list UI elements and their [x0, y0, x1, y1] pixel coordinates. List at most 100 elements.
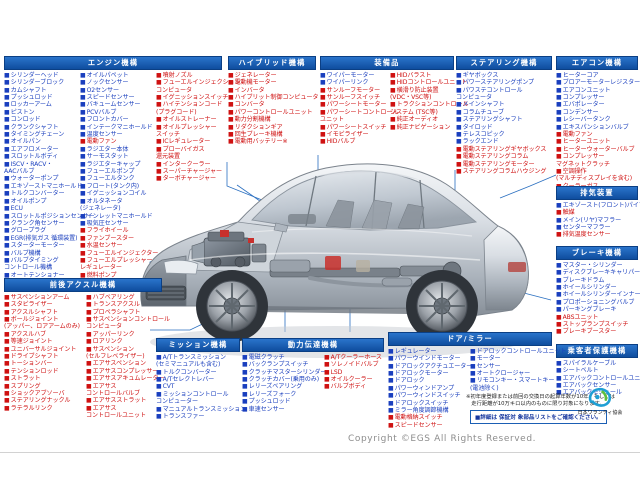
part-label: サスペンションアーム: [10, 293, 70, 301]
part-list-item: ■パワーシートスイッチ: [320, 124, 387, 131]
square-bullet-icon: ■: [4, 123, 10, 131]
part-label: センターマフラー: [562, 224, 611, 231]
part-list-item: ■ラックエンド: [456, 138, 552, 145]
square-bullet-icon: ■: [156, 368, 162, 376]
part-label: アクスルハブ: [10, 330, 47, 338]
part-list-item: ■ターボチャージャー: [156, 175, 222, 182]
part-list-item: (電池除く): [470, 385, 554, 392]
panel-brake: ブレーキ機構 ■マスター・シリンダー ■ディスクブレーキキャリパー ■ブレーキドラム…: [556, 246, 640, 336]
part-list-item: ■HIDバルブ: [320, 138, 386, 145]
part-label: パワーシートモーター: [326, 101, 387, 109]
square-bullet-icon: ■: [320, 101, 326, 109]
parts-list-link-button[interactable]: ■詳細は 保証対 象部品リストをご確認ください。: [470, 410, 607, 424]
part-label: フロート(タンク内): [86, 182, 140, 190]
square-bullet-icon: ■: [456, 131, 462, 139]
square-bullet-icon: ■: [556, 367, 562, 375]
square-bullet-icon: ■: [80, 242, 86, 250]
part-label: スパイラルケーブル: [562, 359, 617, 367]
part-label: レギュレーター: [394, 347, 437, 355]
part-label: 横滑り防止装置: [396, 86, 439, 94]
part-label: エアサスアキュムレーター: [92, 375, 165, 383]
part-label: オイルプレッシャー: [162, 123, 217, 131]
part-label: オートテンショナー: [10, 271, 65, 279]
square-bullet-icon: ■: [86, 404, 92, 412]
part-label: レリーズフォーク: [248, 390, 297, 398]
part-label: 電動ステアリングコラム: [462, 153, 529, 161]
square-bullet-icon: ■: [4, 190, 10, 198]
part-label: コンプレッサー: [562, 153, 605, 161]
square-bullet-icon: ■: [470, 347, 476, 355]
square-bullet-icon: ■: [4, 197, 10, 205]
square-bullet-icon: ■: [556, 108, 562, 116]
part-label: フューエルインジェクター: [86, 249, 159, 257]
part-label: 還元装置: [156, 153, 180, 161]
part-list-item: ■アッパーリンク: [86, 331, 162, 338]
part-label: ラジエターキャップ: [86, 160, 141, 168]
part-label: ハブベアリング: [92, 293, 135, 301]
part-list-item: ■センサー: [470, 363, 554, 370]
part-list-item: ■パワーシートコントロール: [320, 109, 398, 116]
part-list-item: ■ボールジョイント: [4, 316, 82, 323]
square-bullet-icon: ■: [80, 160, 86, 168]
square-bullet-icon: ■: [228, 79, 234, 87]
square-bullet-icon: ■: [556, 231, 562, 239]
part-list-item: (アッパー、ロアアームのみ): [4, 323, 82, 330]
part-label: フューエルポンプ: [86, 168, 135, 176]
square-bullet-icon: ■: [556, 138, 562, 146]
square-bullet-icon: ■: [156, 168, 162, 176]
part-label: トーションバー: [10, 360, 53, 368]
part-label: ノックセンサー: [86, 79, 129, 87]
part-label: バルブボディ: [330, 383, 367, 391]
square-bullet-icon: ■: [388, 377, 394, 385]
part-label: パーキングブレーキ: [562, 306, 617, 314]
square-bullet-icon: ■: [228, 116, 234, 124]
part-list-item: ■排気温度センサー: [556, 231, 638, 238]
part-label: ヒーターウォーターバルブ: [562, 145, 635, 153]
part-label: コントロールユニット: [86, 412, 146, 420]
footnote-text: ※初年度登録または前回の交換日の起算年数が10年、もしくは 走行距離が10万キロ…: [466, 394, 615, 407]
square-bullet-icon: ■: [456, 123, 462, 131]
part-label: ドアロックコントロールユニット: [476, 347, 567, 355]
square-bullet-icon: ■: [320, 71, 326, 79]
part-label: トルクコンバーター: [10, 190, 65, 198]
square-bullet-icon: ■: [388, 384, 394, 392]
part-list-item: (セルフレベライザー): [86, 353, 162, 360]
part-label: (セルフレベライザー): [86, 353, 145, 361]
part-list-item: ■ブロアーモーターレジスター: [556, 79, 640, 86]
list-engine-2: ■オイルパペット ■ノックセンサー ■O2センサー ■スピードセンサー ■バキュームセン…: [80, 70, 158, 279]
part-list-item: コンピュータ: [86, 323, 162, 330]
square-bullet-icon: ■: [556, 328, 562, 336]
part-list-item: ■ABSユニット: [556, 314, 638, 321]
part-label: ホイールシリンダー: [562, 284, 617, 291]
panel-title-brake: ブレーキ機構: [556, 246, 638, 260]
square-bullet-icon: ■: [80, 212, 86, 220]
part-label: エアバックセンサー: [562, 382, 617, 389]
square-bullet-icon: ■: [242, 390, 248, 398]
part-list-item: ■オイルポンプ: [4, 198, 76, 205]
part-label: オートクロージャー: [476, 370, 531, 377]
square-bullet-icon: ■: [390, 123, 396, 131]
part-label: ドアロックアクチュエーター: [394, 362, 473, 370]
part-list-item: ■インタークーラー: [156, 161, 222, 168]
part-label: クランク角センサー: [10, 219, 65, 227]
list-engine-3: ■噴射ノズル ■フューエルインジェクション コンピュータ ■イグニッションスイッチ ■ハ…: [156, 70, 241, 183]
part-label: コンピュータ: [156, 86, 192, 94]
square-bullet-icon: ■: [4, 301, 10, 309]
part-label: コンピュータ: [86, 323, 122, 331]
part-label: 空調操作: [562, 168, 587, 176]
part-list-item: ■コンプレッサー: [556, 153, 638, 160]
square-bullet-icon: ■: [388, 399, 394, 407]
square-bullet-icon: ■: [388, 414, 394, 422]
part-label: インレットマニホールド: [86, 212, 153, 220]
part-label: エアサス: [92, 382, 117, 390]
part-list-item: ■電動格納スイッチ: [388, 414, 466, 421]
part-label: エキゾーストマニホールド: [10, 182, 83, 190]
square-bullet-icon: ■: [388, 421, 394, 429]
part-label: マニュアルトランスミッション: [162, 405, 247, 413]
square-bullet-icon: ■: [80, 116, 86, 124]
part-list-item: ■ラジエターキャップ: [80, 161, 152, 168]
square-bullet-icon: ■: [4, 175, 10, 183]
panel-title-steering: ステアリング機構: [456, 56, 552, 70]
part-label: アッパーリンク: [92, 330, 135, 338]
part-list-item: ■マスター・シリンダー: [556, 262, 638, 269]
